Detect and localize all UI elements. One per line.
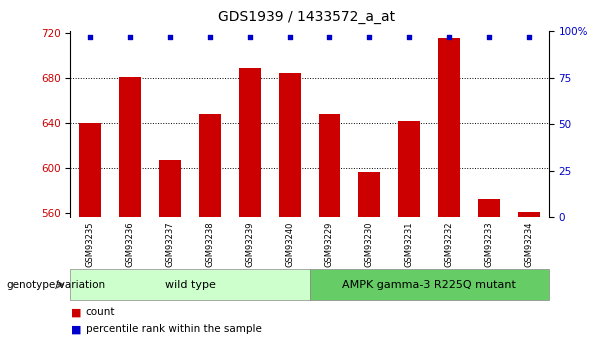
Bar [159,160,181,217]
Point [405,34,414,39]
Bar [70,269,310,300]
Text: GSM93240: GSM93240 [285,221,294,267]
Text: GSM93229: GSM93229 [325,221,334,267]
Bar [120,77,141,217]
Point [245,34,255,39]
Point [484,34,494,39]
Text: GSM93236: GSM93236 [126,221,135,267]
Point [364,34,374,39]
Bar [239,68,261,217]
Text: GSM93234: GSM93234 [524,221,533,267]
Point [284,34,294,39]
Point [444,34,454,39]
Text: wild type: wild type [165,280,215,289]
Text: count: count [86,307,115,317]
Bar [398,121,420,217]
Text: ■: ■ [70,307,81,317]
Point [524,34,533,39]
Bar [319,114,340,217]
Text: AMPK gamma-3 R225Q mutant: AMPK gamma-3 R225Q mutant [342,280,516,289]
Text: GSM93232: GSM93232 [444,221,454,267]
Text: GSM93235: GSM93235 [86,221,95,267]
Bar [199,114,221,217]
Text: GSM93231: GSM93231 [405,221,414,267]
Bar [518,212,539,217]
Point [205,34,215,39]
Text: GDS1939 / 1433572_a_at: GDS1939 / 1433572_a_at [218,10,395,24]
Point [125,34,135,39]
Bar [359,172,380,217]
Text: genotype/variation: genotype/variation [6,280,105,289]
Point [325,34,335,39]
Text: ■: ■ [70,325,81,334]
Text: GSM93239: GSM93239 [245,221,254,267]
Text: GSM93237: GSM93237 [166,221,175,267]
Bar [80,123,101,217]
Bar [478,199,500,217]
Text: GSM93233: GSM93233 [484,221,493,267]
Bar [438,38,460,217]
Point [166,34,175,39]
Point [86,34,96,39]
Bar [310,269,549,300]
Text: GSM93238: GSM93238 [205,221,215,267]
Bar [279,72,300,217]
Text: percentile rank within the sample: percentile rank within the sample [86,325,262,334]
Text: GSM93230: GSM93230 [365,221,374,267]
